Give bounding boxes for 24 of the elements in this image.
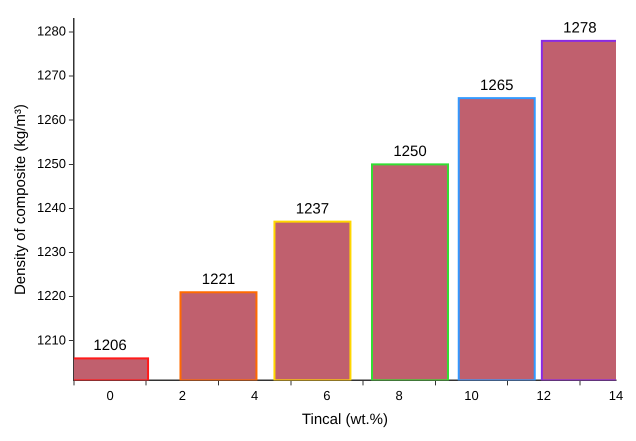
x-tick-label: 8 <box>396 388 403 403</box>
x-axis-title: Tincal (wt.%) <box>302 411 388 428</box>
data-label: 1250 <box>393 142 427 160</box>
data-label: 1221 <box>202 270 236 288</box>
data-label: 1237 <box>296 200 330 218</box>
x-tick-label: 10 <box>464 388 479 403</box>
y-tick-label: 1230 <box>37 244 66 260</box>
y-tick-label: 1210 <box>37 332 66 348</box>
data-label: 1206 <box>93 336 127 354</box>
y-tick-label: 1280 <box>37 24 66 39</box>
x-tick-label: 14 <box>608 388 624 403</box>
data-label: 1278 <box>563 19 597 36</box>
y-tick-label: 1260 <box>37 112 66 127</box>
y-tick-label: 1250 <box>37 156 66 171</box>
y-axis-title: Density of composite (kg/m³) <box>12 104 30 296</box>
y-tick-label: 1220 <box>37 288 66 304</box>
x-tick-label: 6 <box>323 388 331 403</box>
x-tick-label: 4 <box>250 388 258 403</box>
data-label: 1265 <box>480 76 514 94</box>
x-tick-label: 0 <box>106 388 114 403</box>
x-tick-label: 2 <box>178 388 186 403</box>
y-tick-label: 1240 <box>37 200 66 215</box>
y-tick-label: 1270 <box>37 68 66 83</box>
x-tick-label: 12 <box>536 388 551 403</box>
